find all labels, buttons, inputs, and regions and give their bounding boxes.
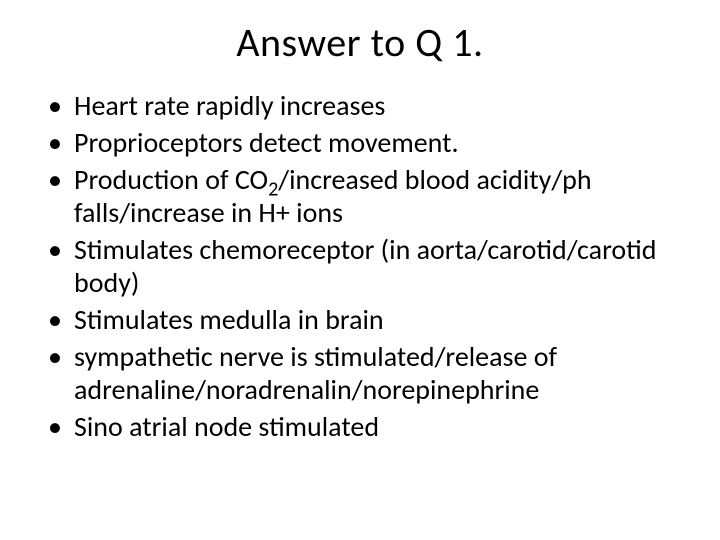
list-item: sympathetic nerve is stimulated/release …	[48, 340, 680, 406]
list-item: Stimulates chemoreceptor (in aorta/carot…	[48, 233, 680, 299]
bullet-text: Heart rate rapidly increases	[74, 88, 385, 123]
bullet-text: Production of CO2/increased blood acidit…	[74, 162, 592, 230]
bullet-text: Stimulates medulla in brain	[74, 302, 384, 337]
list-item: Proprioceptors detect movement.	[48, 126, 680, 159]
list-item: Sino atrial node stimulated	[48, 410, 680, 443]
bullet-text: sympathetic nerve is stimulated/release …	[74, 339, 557, 407]
bullet-list: Heart rate rapidly increases Propriocept…	[30, 89, 690, 443]
bullet-text: Sino atrial node stimulated	[74, 409, 379, 444]
list-item: Stimulates medulla in brain	[48, 303, 680, 336]
list-item: Production of CO2/increased blood acidit…	[48, 163, 680, 229]
slide: Answer to Q 1. Heart rate rapidly increa…	[0, 0, 720, 540]
bullet-text: Proprioceptors detect movement.	[74, 125, 459, 160]
slide-title: Answer to Q 1.	[30, 18, 690, 67]
bullet-text: Stimulates chemoreceptor (in aorta/carot…	[74, 232, 656, 300]
list-item: Heart rate rapidly increases	[48, 89, 680, 122]
